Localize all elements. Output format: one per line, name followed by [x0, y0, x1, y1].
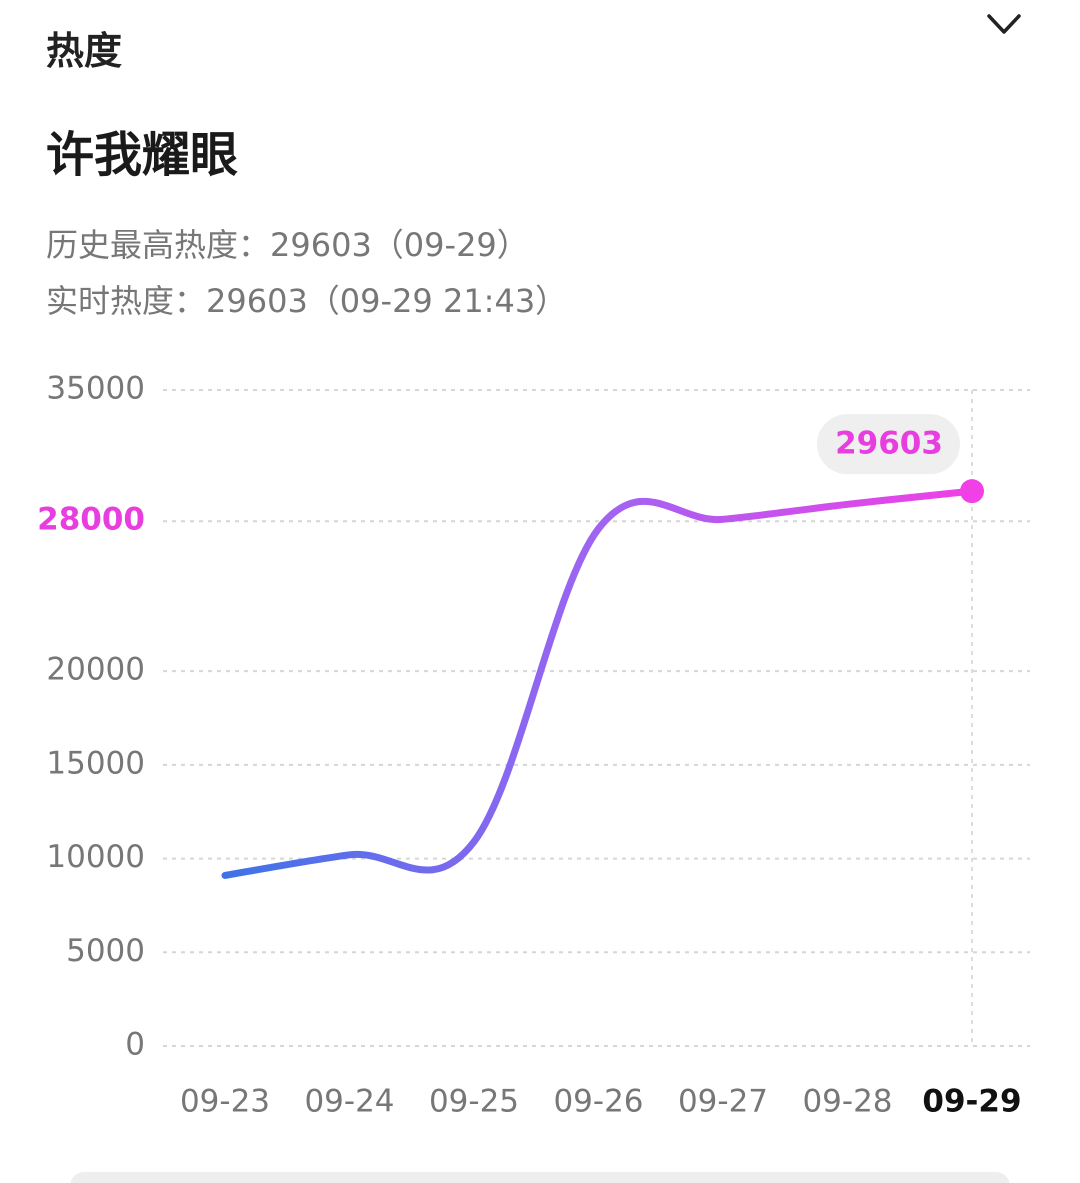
- x-tick-label: 09-24: [304, 1084, 394, 1120]
- peak-heat: 历史最高热度：29603（09-29）: [46, 226, 529, 264]
- x-tick-label: 09-25: [429, 1084, 519, 1120]
- y-tick-label: 35000: [46, 371, 145, 407]
- x-tick-label: 09-27: [678, 1084, 768, 1120]
- y-tick-label: 20000: [46, 652, 145, 688]
- y-tick-label: 5000: [66, 933, 145, 969]
- heat-line: [221, 487, 976, 879]
- section-title: 热度: [46, 29, 123, 73]
- collapse-chevron[interactable]: [984, 8, 1024, 42]
- x-tick-label: 09-29: [922, 1084, 1021, 1120]
- value-label: 29603: [835, 426, 943, 462]
- x-tick-label: 09-23: [180, 1084, 270, 1120]
- realtime-heat: 实时热度：29603（09-29 21:43）: [46, 282, 568, 320]
- topic-title: 许我耀眼: [46, 127, 239, 183]
- bottom-card: [70, 1172, 1010, 1183]
- x-tick-label: 09-28: [802, 1084, 892, 1120]
- y-tick-label: 10000: [46, 839, 145, 875]
- value-bubble: [817, 414, 960, 475]
- x-tick-label: 09-26: [553, 1084, 643, 1120]
- y-tick-label: 0: [125, 1027, 145, 1063]
- point: [960, 479, 984, 504]
- y-tick-label: 28000: [37, 502, 145, 538]
- y-tick-label: 15000: [46, 745, 145, 781]
